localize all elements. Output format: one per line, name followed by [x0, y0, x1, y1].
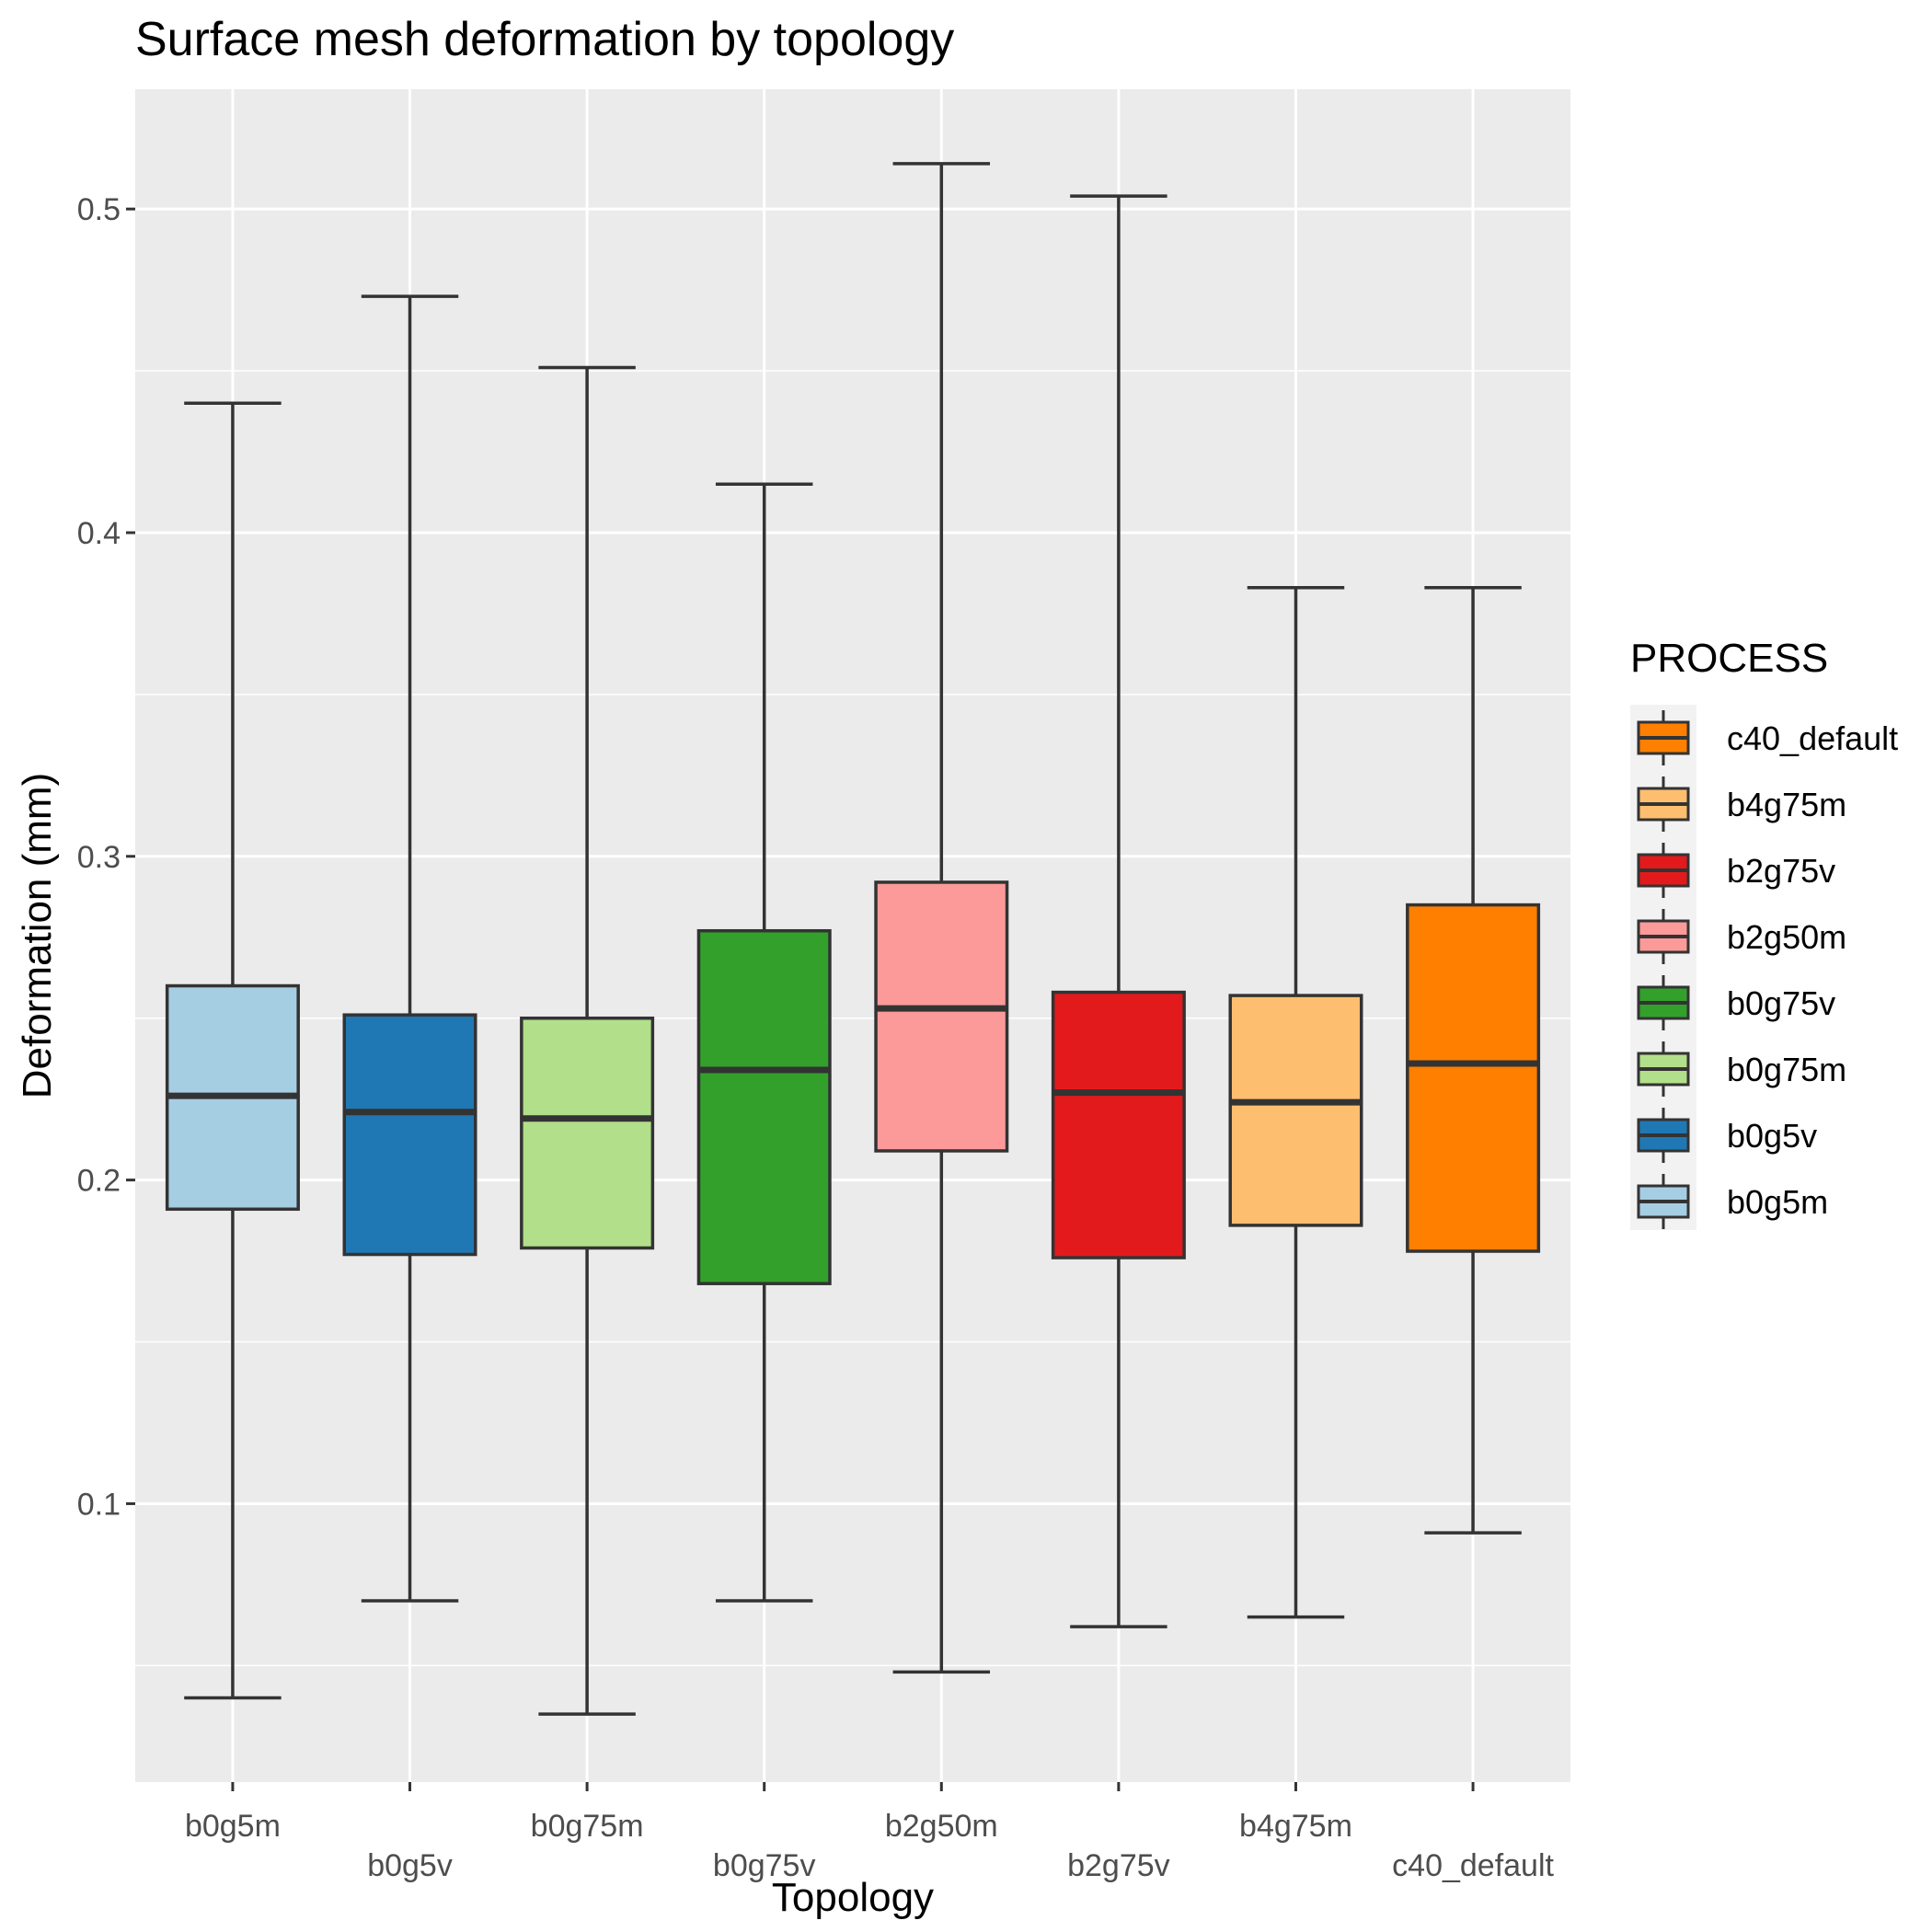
iqr-box — [1051, 990, 1186, 1259]
box-b2g50m — [874, 162, 1009, 1674]
box-b2g75v — [1051, 194, 1186, 1628]
iqr-box — [1228, 994, 1363, 1227]
legend-item-b0g5v: b0g5v — [1637, 1108, 1817, 1163]
legend-item-c40_default: c40_default — [1637, 710, 1898, 765]
legend-label: b2g50m — [1727, 918, 1846, 956]
iqr-box — [696, 928, 832, 1285]
box-b0g75v — [696, 482, 832, 1603]
y-tick-label: 0.1 — [77, 1487, 121, 1522]
legend-item-b0g75v: b0g75v — [1637, 975, 1835, 1030]
box-b0g75m — [520, 365, 655, 1716]
y-tick-label: 0.2 — [77, 1164, 121, 1199]
legend-item-b2g50m: b2g50m — [1637, 909, 1846, 964]
box-b4g75m — [1228, 586, 1363, 1619]
iqr-box — [1406, 903, 1541, 1253]
y-axis-title: Deformation (mm) — [15, 773, 60, 1099]
legend-items: c40_default b4g75m b2g75v b2g50m b0g75v b0g75… — [1637, 710, 1898, 1229]
legend-label: b0g75m — [1727, 1051, 1846, 1088]
box-b0g5v — [342, 294, 477, 1603]
legend-label: b4g75m — [1727, 786, 1846, 823]
plot-panel — [135, 89, 1570, 1782]
x-tick-label: b0g5m — [185, 1809, 281, 1844]
x-tick-label: b0g75m — [531, 1809, 644, 1844]
x-tick-label: b4g75m — [1239, 1809, 1352, 1844]
iqr-box — [874, 880, 1009, 1153]
x-tick-label: b2g50m — [885, 1809, 998, 1844]
x-tick-label: c40_default — [1392, 1848, 1554, 1883]
legend-title: PROCESS — [1630, 636, 1828, 681]
box-c40_default — [1406, 586, 1541, 1535]
iqr-box — [342, 1013, 477, 1257]
legend-item-b0g75m: b0g75m — [1637, 1041, 1846, 1097]
x-tick-label: b0g75v — [713, 1848, 816, 1883]
boxes-layer — [165, 162, 1541, 1716]
legend-item-b2g75v: b2g75v — [1637, 843, 1835, 898]
y-tick-label: 0.5 — [77, 192, 121, 227]
y-tick-label: 0.3 — [77, 840, 121, 875]
legend-label: b0g5m — [1727, 1183, 1828, 1221]
legend-item-b4g75m: b4g75m — [1637, 776, 1846, 832]
chart-title: Surface mesh deformation by topology — [135, 13, 954, 66]
legend-item-b0g5m: b0g5m — [1637, 1174, 1828, 1229]
legend-label: b2g75v — [1727, 852, 1835, 890]
legend: PROCESS c40_default b4g75m b2g75v b2g50m b0g… — [1630, 636, 1898, 1230]
y-axis: 0.1 0.2 0.3 0.4 0.5 — [77, 192, 135, 1522]
x-axis-title: Topology — [772, 1875, 934, 1920]
legend-label: b0g75v — [1727, 984, 1835, 1022]
legend-label: c40_default — [1727, 719, 1898, 757]
x-tick-label: b2g75v — [1067, 1848, 1170, 1883]
x-axis: b0g5m b0g5v b0g75m b0g75v b2g50m b2g75v b4g75m… — [185, 1782, 1555, 1883]
x-tick-label: b0g5v — [367, 1848, 453, 1883]
legend-label: b0g5v — [1727, 1117, 1817, 1155]
box-b0g5m — [165, 401, 300, 1700]
y-tick-label: 0.4 — [77, 516, 121, 551]
iqr-box — [520, 1016, 655, 1250]
